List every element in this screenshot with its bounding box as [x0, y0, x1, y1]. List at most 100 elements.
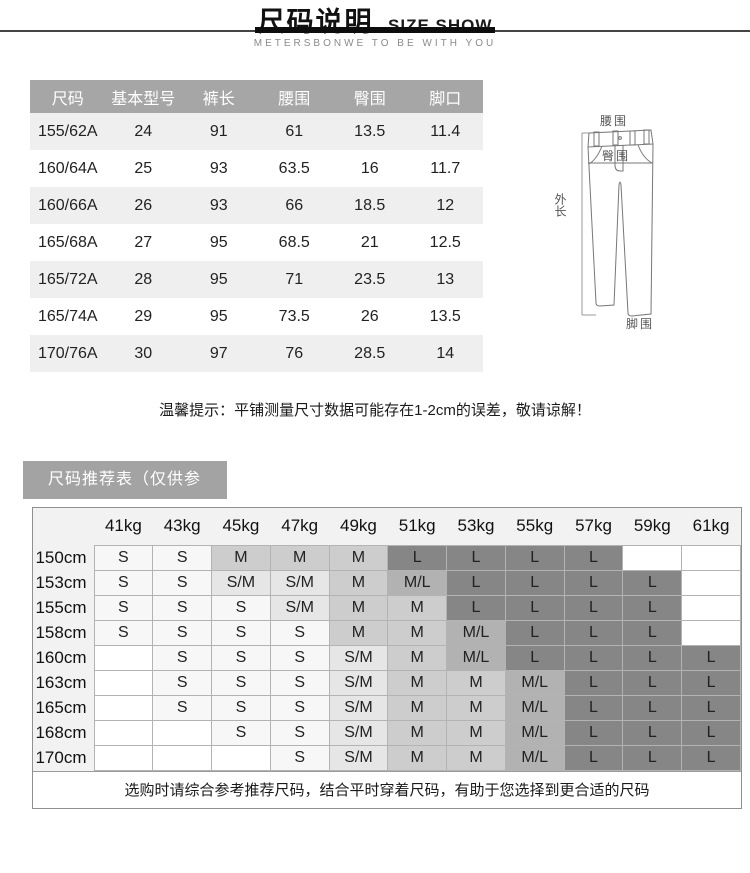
- recommendation-cell: S: [211, 619, 271, 646]
- recommendation-cell: S: [269, 694, 330, 721]
- recommendation-cell: L: [622, 669, 683, 696]
- recommendation-cell: S: [269, 644, 330, 671]
- brand-slogan: METERSBONWE TO BE WITH YOU: [253, 38, 497, 49]
- right-pocket-curve: [637, 144, 653, 164]
- recommendation-row: 150cm S S M M M L L L L: [33, 544, 741, 571]
- size-cell: 165/68A: [30, 224, 106, 261]
- recommendation-cell: L: [504, 619, 565, 646]
- recommendation-cell: M/L: [387, 569, 448, 596]
- recommendation-cell: L: [504, 644, 565, 671]
- corner-cell: [33, 508, 94, 545]
- size-cell: 95: [181, 224, 257, 261]
- recommendation-table: 41kg 43kg 45kg 47kg 49kg 51kg 53kg 55kg 57kg 59kg…: [33, 508, 741, 771]
- measurement-tip: 温馨提示：平铺测量尺寸数据可能存在1-2cm的误差，敬请谅解！: [159, 402, 591, 419]
- weight-header: 53kg: [457, 516, 495, 536]
- recommendation-cell: L: [563, 719, 624, 746]
- recommendation-cell: L: [681, 744, 741, 771]
- size-cell: 160/64A: [30, 150, 106, 187]
- size-cell: 18.5: [332, 187, 408, 224]
- recommendation-cell: M: [446, 694, 506, 721]
- recommendation-cell: S/M: [269, 569, 330, 596]
- size-table-header-row: 尺码 基本型号 裤长 腰围 臀围 脚口: [30, 80, 483, 113]
- recommendation-cell: S: [152, 694, 213, 721]
- recommendation-row: 158cm S S S S M M M/L L L L: [33, 619, 741, 646]
- size-cell: 93: [181, 187, 257, 224]
- recommendation-cell: S/M: [328, 644, 389, 671]
- size-cell: 27: [105, 224, 181, 261]
- recommendation-cell: M: [387, 744, 448, 771]
- size-cell: 24: [105, 113, 181, 150]
- recommendation-cell: M: [269, 544, 330, 571]
- recommendation-cell: S: [269, 744, 330, 771]
- size-row: 165/74A 29 95 73.5 26 13.5: [30, 298, 483, 335]
- size-column-header: 腰围: [256, 80, 332, 113]
- size-cell: 95: [181, 298, 257, 335]
- belt-loop: [593, 131, 600, 147]
- fly-outline: [614, 145, 624, 172]
- recommendation-cell: L: [622, 644, 683, 671]
- weight-header: 61kg: [692, 516, 730, 536]
- recommendation-cell: S: [152, 594, 213, 621]
- size-cell: 23.5: [332, 261, 408, 298]
- recommendation-cell: S/M: [328, 694, 389, 721]
- recommendation-cell: [152, 719, 213, 746]
- recommendation-cell: L: [622, 619, 683, 646]
- recommendation-cell: [681, 544, 741, 571]
- height-label: 168cm: [35, 722, 87, 742]
- weight-header: 47kg: [281, 516, 319, 536]
- size-cell: 11.7: [407, 150, 483, 187]
- height-label: 170cm: [35, 747, 87, 767]
- size-column-header: 尺码: [30, 80, 106, 113]
- size-row: 165/72A 28 95 71 23.5 13: [30, 261, 483, 298]
- weight-header-row: 41kg 43kg 45kg 47kg 49kg 51kg 53kg 55kg 57kg 59kg…: [33, 508, 741, 545]
- recommendation-cell: M: [387, 694, 448, 721]
- recommendation-row: 163cm S S S S/M M M M/L L L L: [33, 669, 741, 696]
- size-cell: 66: [256, 187, 332, 224]
- recommendation-table-panel: 41kg 43kg 45kg 47kg 49kg 51kg 53kg 55kg 57kg 59kg…: [32, 507, 742, 809]
- height-label: 158cm: [35, 622, 87, 642]
- size-cell: 12.5: [407, 224, 483, 261]
- waist-button: [618, 136, 622, 140]
- waistband-outline: [587, 129, 654, 148]
- recommendation-cell: S/M: [211, 569, 271, 596]
- weight-header: 55kg: [516, 516, 554, 536]
- recommendation-cell: M/L: [446, 644, 506, 671]
- size-cell: 28: [105, 261, 181, 298]
- pants-legs-outline: [587, 143, 654, 317]
- recommendation-cell: M/L: [504, 694, 565, 721]
- outer-length-label: 外长: [553, 193, 567, 217]
- recommendation-cell: M: [387, 669, 448, 696]
- recommendation-cell: L: [681, 719, 741, 746]
- size-cell: 21: [332, 224, 408, 261]
- recommendation-cell: L: [622, 744, 683, 771]
- recommendation-row: 160cm S S S S/M M M/L L L L L: [33, 644, 741, 671]
- recommendation-cell: [93, 719, 154, 746]
- recommendation-cell: [681, 619, 741, 646]
- weight-header: 45kg: [222, 516, 260, 536]
- size-cell: 76: [256, 335, 332, 372]
- size-row: 155/62A 24 91 61 13.5 11.4: [30, 113, 483, 150]
- size-row: 160/64A 25 93 63.5 16 11.7: [30, 150, 483, 187]
- size-row: 165/68A 27 95 68.5 21 12.5: [30, 224, 483, 261]
- recommendation-cell: L: [504, 544, 565, 571]
- size-row: 160/66A 26 93 66 18.5 12: [30, 187, 483, 224]
- title-divider-bar: [255, 27, 495, 33]
- height-label: 155cm: [35, 597, 87, 617]
- recommendation-cell: S: [211, 669, 271, 696]
- size-cell: 155/62A: [30, 113, 106, 150]
- recommendation-cell: S: [152, 669, 213, 696]
- size-column-header: 基本型号: [105, 80, 181, 113]
- recommendation-cell: S: [93, 569, 154, 596]
- size-cell: 165/72A: [30, 261, 106, 298]
- recommendation-cell: L: [681, 644, 741, 671]
- size-cell: 73.5: [256, 298, 332, 335]
- recommendation-cell: [152, 744, 213, 771]
- recommendation-cell: [681, 569, 741, 596]
- recommendation-cell: L: [622, 694, 683, 721]
- recommendation-cell: L: [563, 644, 624, 671]
- recommendation-cell: M: [446, 744, 506, 771]
- size-cell: 30: [105, 335, 181, 372]
- recommendation-cell: M: [387, 594, 448, 621]
- recommendation-cell: [622, 544, 683, 571]
